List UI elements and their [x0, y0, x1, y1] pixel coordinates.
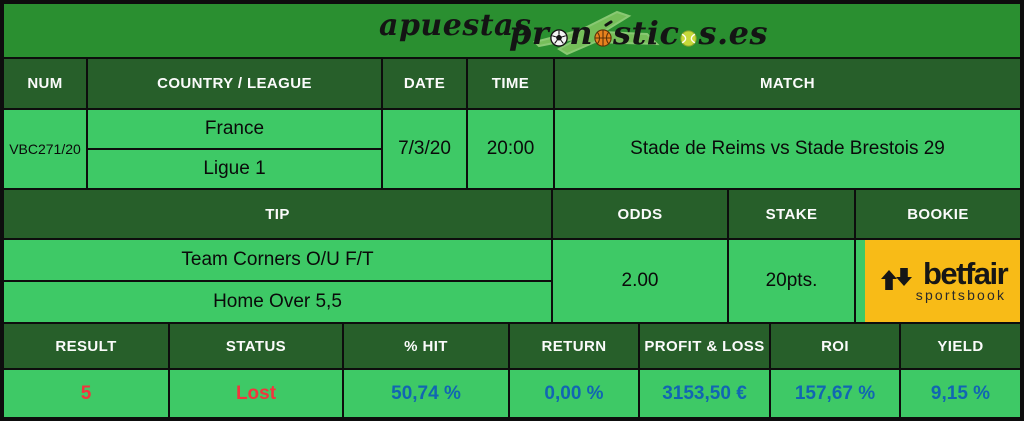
cell-result: 5	[4, 370, 168, 417]
logo-seg-pr: pr	[509, 14, 550, 52]
header-time: TIME	[468, 59, 553, 108]
header-bookie: BOOKIE	[856, 190, 1020, 238]
data-row-results: 5 Lost 50,74 % 0,00 % 3153,50 € 157,67 %…	[4, 370, 1020, 417]
betfair-name: betfair	[922, 255, 1009, 291]
header-return: RETURN	[510, 324, 638, 368]
bookie-logo[interactable]: betfair sportsbook	[865, 240, 1020, 322]
header-tip: TIP	[4, 190, 551, 238]
header-odds: ODDS	[553, 190, 727, 238]
cell-odds: 2.00	[553, 240, 727, 322]
header-profit-loss: PROFIT & LOSS	[640, 324, 769, 368]
header-row-match: NUM COUNTRY / LEAGUE DATE TIME MATCH	[4, 59, 1020, 108]
cell-num: VBC271/20	[4, 110, 86, 188]
cell-hit: 50,74 %	[344, 370, 508, 417]
site-banner: apuestas pr n stic	[4, 4, 1020, 57]
header-status: STATUS	[170, 324, 342, 368]
header-roi: ROI	[771, 324, 899, 368]
cell-stake: 20pts.	[729, 240, 854, 322]
cell-bookie: betfair sportsbook	[856, 240, 1020, 322]
cell-tip-selection: Home Over 5,5	[4, 282, 551, 322]
betfair-arrows-icon	[880, 268, 912, 290]
logo-seg-n: n	[569, 14, 593, 52]
tennis-ball-icon	[680, 30, 698, 47]
header-result: RESULT	[4, 324, 168, 368]
logo-seg-es: s.es	[698, 14, 768, 52]
header-yield: YIELD	[901, 324, 1020, 368]
cell-yield: 9,15 %	[901, 370, 1020, 417]
logo-word-pronosticos: pr n stic	[509, 17, 768, 49]
cell-match: Stade de Reims vs Stade Brestois 29	[555, 110, 1020, 188]
cell-roi: 157,67 %	[771, 370, 899, 417]
header-hit: % HIT	[344, 324, 508, 368]
cell-tip-market: Team Corners O/U F/T	[4, 240, 551, 280]
logo-accent-wrap	[593, 19, 614, 49]
site-logo: apuestas pr n stic	[379, 4, 767, 57]
soccer-ball-icon	[550, 29, 569, 47]
betfair-text: betfair sportsbook	[915, 255, 1009, 304]
cell-country: France	[88, 110, 381, 148]
logo-word-apuestas: apuestas	[379, 8, 532, 43]
accent-icon	[603, 19, 614, 28]
header-match: MATCH	[555, 59, 1020, 108]
basketball-icon	[594, 29, 612, 47]
cell-status: Lost	[170, 370, 342, 417]
data-row-tip: Team Corners O/U F/T Home Over 5,5 2.00 …	[4, 240, 1020, 322]
header-country-league: COUNTRY / LEAGUE	[88, 59, 381, 108]
cell-time: 20:00	[468, 110, 553, 188]
cell-tip: Team Corners O/U F/T Home Over 5,5	[4, 240, 551, 322]
cell-profit-loss: 3153,50 €	[640, 370, 769, 417]
header-stake: STAKE	[729, 190, 854, 238]
data-row-match: VBC271/20 France Ligue 1 7/3/20 20:00 St…	[4, 110, 1020, 188]
betfair-subtitle: sportsbook	[915, 287, 1007, 304]
logo-seg-stic: stic	[613, 14, 680, 52]
cell-date: 7/3/20	[383, 110, 466, 188]
cell-league: Ligue 1	[88, 150, 381, 188]
header-row-tip: TIP ODDS STAKE BOOKIE	[4, 190, 1020, 238]
header-row-results: RESULT STATUS % HIT RETURN PROFIT & LOSS…	[4, 324, 1020, 368]
header-date: DATE	[383, 59, 466, 108]
header-num: NUM	[4, 59, 86, 108]
cell-return: 0,00 %	[510, 370, 638, 417]
cell-country-league: France Ligue 1	[88, 110, 381, 188]
